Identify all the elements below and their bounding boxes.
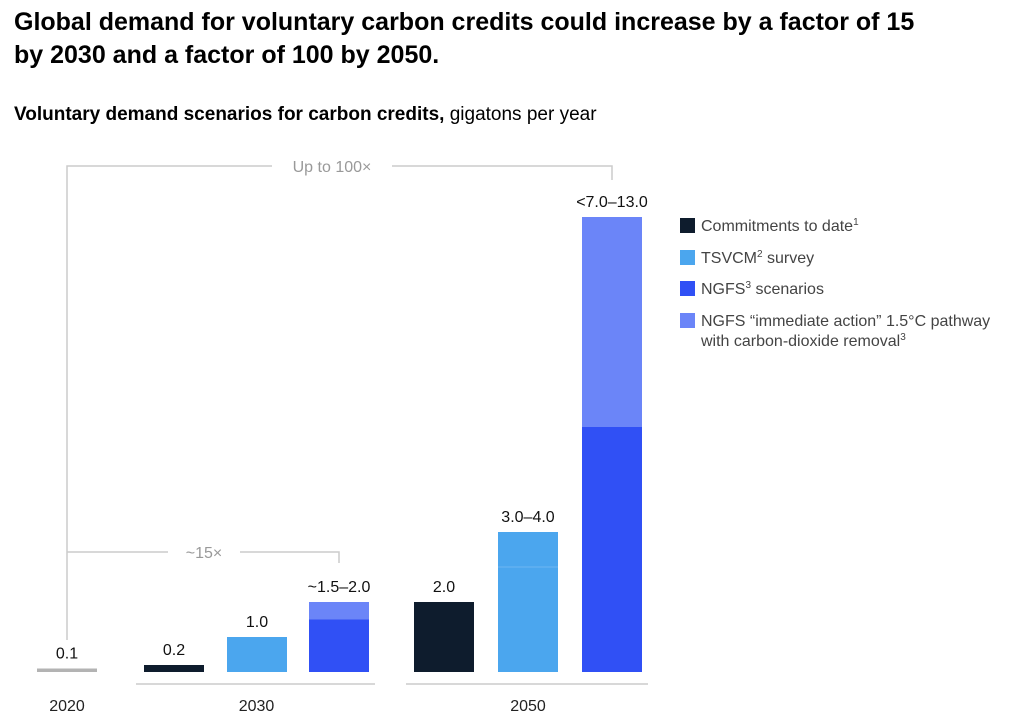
legend-swatch — [680, 313, 695, 328]
legend-label: Commitments to date1 — [701, 217, 859, 235]
bar-segment — [37, 668, 97, 672]
bar-segment — [582, 427, 642, 672]
bar-segment — [227, 637, 287, 672]
annotation-label: Up to 100× — [293, 159, 372, 176]
legend-swatch — [680, 218, 695, 233]
legend-label: with carbon-dioxide removal3 — [700, 332, 906, 350]
legend-label: TSVCM2 survey — [701, 249, 814, 267]
x-tick-label: 2050 — [510, 698, 546, 715]
bar-segment — [414, 602, 474, 672]
chart-subtitle: Voluntary demand scenarios for carbon cr… — [14, 104, 597, 125]
bar-segment — [309, 619, 369, 672]
legend-swatch — [680, 281, 695, 296]
data-label: 3.0–4.0 — [501, 509, 554, 526]
bar-segment — [144, 665, 204, 672]
data-label: 1.0 — [246, 614, 268, 631]
legend-label: NGFS3 scenarios — [701, 280, 824, 298]
bar-segment — [498, 532, 558, 567]
data-label: <7.0–13.0 — [576, 194, 648, 211]
legend-swatch — [680, 250, 695, 265]
data-label: ~1.5–2.0 — [308, 579, 371, 596]
data-label: 0.2 — [163, 642, 185, 659]
data-label: 0.1 — [56, 646, 78, 663]
x-tick-label: 2020 — [49, 698, 85, 715]
bar-segment — [309, 602, 369, 620]
bar-segment — [582, 217, 642, 427]
x-tick-label: 2030 — [239, 698, 275, 715]
bracket-100x — [66, 165, 613, 640]
data-label: 2.0 — [433, 579, 455, 596]
bracket-15x — [67, 551, 340, 563]
annotation-label: ~15× — [186, 545, 222, 562]
legend-label: NGFS “immediate action” 1.5°C pathway — [701, 313, 990, 330]
chart-title: Global demand for voluntary carbon credi… — [14, 8, 915, 69]
bar-segment — [498, 567, 558, 672]
